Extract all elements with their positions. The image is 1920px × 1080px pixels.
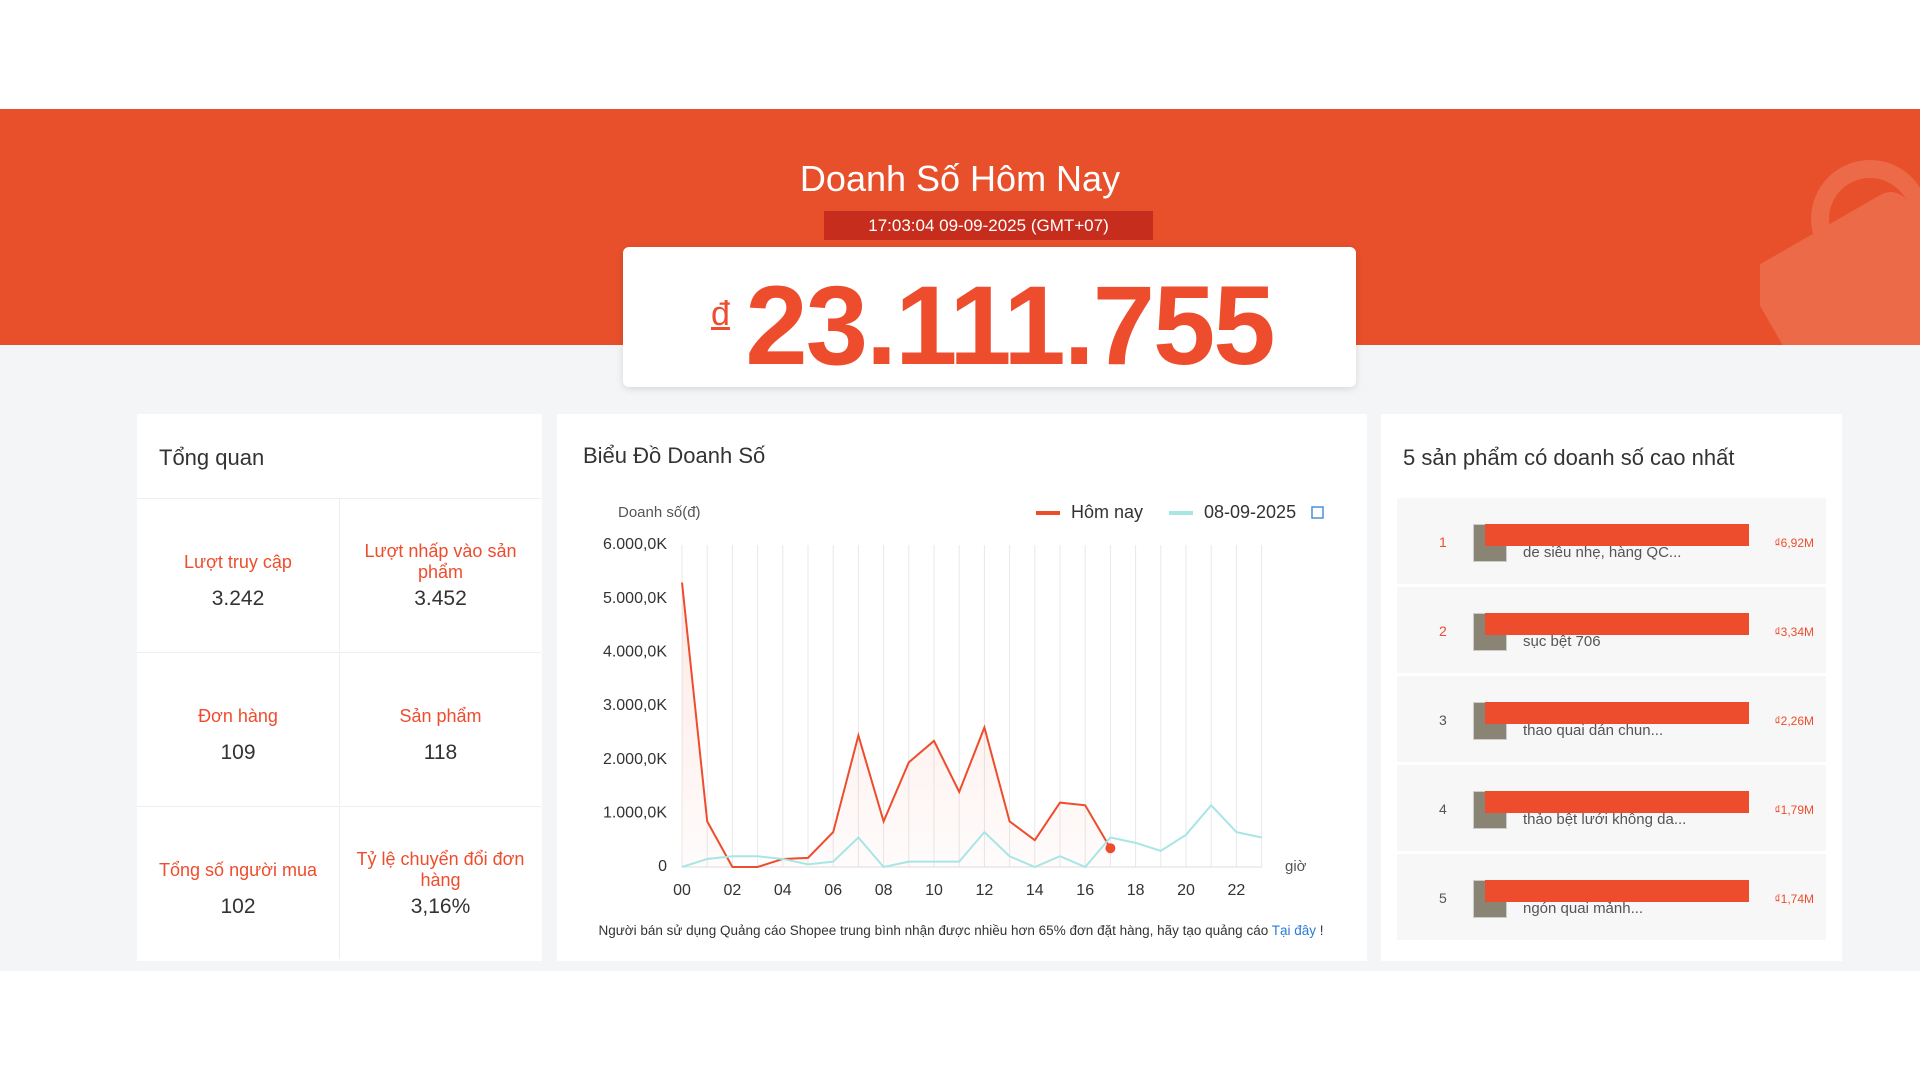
total-card: đ 23.111.755 (623, 247, 1356, 388)
redaction (1485, 791, 1749, 813)
stat-cell: Sản phẩm 118 (339, 652, 541, 805)
product-sales: ₫1,79M (1774, 803, 1814, 817)
product-sales: ₫2,26M (1774, 714, 1814, 728)
x-tick-label: 08 (875, 882, 893, 899)
overview-panel: Tổng quan Lượt truy cập 3.242 Lượt nhấp và… (137, 414, 542, 961)
y-tick-label: 0 (658, 858, 667, 875)
stat-value: 3.452 (414, 587, 467, 610)
product-name: thao quai dán chun... (1523, 722, 1664, 739)
bag-icon (1760, 160, 1920, 345)
x-tick-label: 02 (724, 882, 742, 899)
x-tick-label: 18 (1127, 882, 1145, 899)
note-end: ! (1320, 923, 1324, 938)
product-sales: ₫6,92M (1774, 536, 1814, 550)
product-rank: 1 (1439, 534, 1447, 550)
product-row: 3 thao quai dán chun... ₫2,26M (1397, 676, 1826, 762)
stat-label: Sản phẩm (399, 705, 482, 726)
product-row: 1 de siêu nhẹ, hàng QC... ₫6,92M (1397, 498, 1826, 584)
x-tick-label: 16 (1076, 882, 1094, 899)
redaction (1485, 613, 1749, 635)
stat-label: Lượt nhấp vào sản phẩm (364, 541, 517, 582)
y-tick-label: 4.000,0K (603, 644, 667, 661)
product-name: ngón quai mảnh... (1523, 900, 1644, 917)
stat-label: Lượt truy cập (184, 551, 292, 572)
x-tick-label: 12 (976, 882, 994, 899)
stat-cell: Đơn hàng 109 (137, 652, 339, 805)
legend-label: 08-09-2025 (1204, 502, 1296, 522)
x-tick-label: 22 (1228, 882, 1246, 899)
total-sales: 23.111.755 (745, 263, 1275, 388)
y-tick-label: 5.000,0K (603, 590, 667, 607)
x-tick-label: 20 (1177, 882, 1195, 899)
timestamp: 17:03:04 09-09-2025 (GMT+07) (824, 211, 1153, 240)
stat-value: 118 (423, 741, 458, 764)
product-sales: ₫3,34M (1774, 625, 1814, 639)
area (682, 582, 1111, 867)
y-tick-label: 3.000,0K (603, 697, 667, 714)
stat-value: 3,16% (410, 895, 471, 918)
product-rank: 3 (1439, 712, 1447, 728)
redaction (1485, 880, 1749, 902)
currency: đ (711, 295, 730, 333)
x-tick-label: 00 (673, 882, 691, 899)
current-point (1105, 843, 1116, 854)
line (681, 582, 1112, 868)
ad-note: Người bán sử dụng Quảng cáo Shopee trung… (598, 923, 1323, 938)
legend-label: Hôm nay (1071, 502, 1143, 522)
stat-cell: Lượt truy cập 3.242 (137, 498, 339, 651)
stat-label: Tổng số người mua (159, 859, 317, 880)
stat-label: Tỷ lệ chuyển đổi đơn hàng (356, 849, 525, 890)
product-sales: ₫1,74M (1774, 892, 1814, 906)
redaction (1485, 702, 1749, 724)
product-name: thảo bệt lưới không da... (1523, 811, 1687, 828)
product-name: de siêu nhẹ, hàng QC... (1523, 544, 1682, 561)
stat-value: 3.242 (211, 587, 265, 610)
stat-value: 109 (220, 741, 256, 764)
chart-panel: Biểu Đồ Doanh Số Doanh số(đ) giờ Người b… (557, 414, 1367, 961)
line (681, 803, 1262, 869)
stat-cell: Tổng số người mua 102 (137, 806, 339, 959)
y-axis-label: Doanh số(đ) (618, 504, 701, 521)
product-row: 5 ngón quai mảnh... ₫1,74M (1397, 854, 1826, 940)
product-rank: 4 (1439, 801, 1447, 817)
stat-cell: Tỷ lệ chuyển đổi đơn hàng 3,16% (339, 806, 541, 959)
top-products-panel: 5 sản phẩm có doanh số cao nhất 1 de siêu… (1381, 414, 1842, 961)
y-tick-label: 2.000,0K (603, 751, 667, 768)
product-name: sục bệt 706 (1523, 633, 1601, 650)
y-tick-label: 6.000,0K (603, 536, 667, 553)
chart-title: Biểu Đồ Doanh Số (583, 443, 765, 468)
page-title: Doanh Số Hôm Nay (799, 158, 1121, 199)
redaction (1485, 524, 1749, 546)
stat-cell: Lượt nhấp vào sản phẩm 3.452 (339, 498, 541, 651)
x-tick-label: 04 (774, 882, 792, 899)
x-tick-label: 14 (1026, 882, 1044, 899)
x-tick-label: 06 (824, 882, 842, 899)
chart: Biểu Đồ Doanh Số Doanh số(đ) giờ Người b… (583, 443, 1324, 938)
stat-value: 102 (220, 895, 256, 918)
product-row: 2 sục bệt 706 ₫3,34M (1397, 587, 1826, 673)
note-link[interactable]: Tại đây (1272, 923, 1317, 938)
note-text: Người bán sử dụng Quảng cáo Shopee trung… (598, 923, 1268, 938)
calendar-icon[interactable] (1311, 506, 1324, 519)
product-rank: 2 (1439, 623, 1447, 639)
y-tick-label: 1.000,0K (603, 805, 667, 822)
product-rank: 5 (1439, 890, 1447, 906)
panel-title: 5 sản phẩm có doanh số cao nhất (1403, 445, 1735, 470)
x-tick-label: 10 (925, 882, 943, 899)
panel-title: Tổng quan (159, 445, 265, 470)
product-row: 4 thảo bệt lưới không da... ₫1,79M (1397, 765, 1826, 851)
stat-label: Đơn hàng (198, 705, 278, 726)
x-axis-label: giờ (1285, 858, 1307, 875)
